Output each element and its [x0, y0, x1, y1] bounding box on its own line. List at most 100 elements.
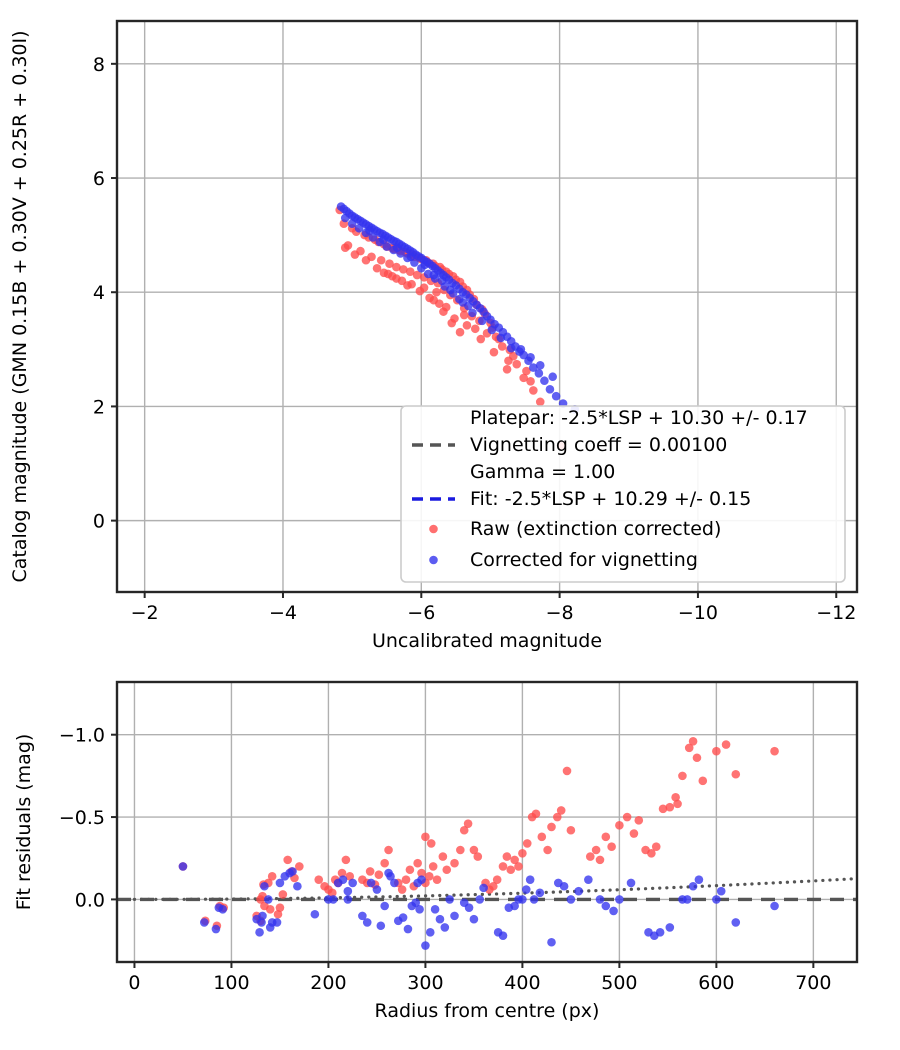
data-point: [694, 875, 704, 884]
data-point: [435, 914, 445, 924]
data-point: [469, 845, 479, 855]
legend-entry: Corrected for vignetting: [429, 549, 698, 571]
legend-corrected-dot-swatch: [429, 555, 438, 565]
data-point: [288, 867, 297, 876]
data-point: [413, 858, 422, 868]
data-point: [665, 923, 675, 932]
data-point: [455, 294, 464, 304]
data-point: [671, 792, 680, 802]
data-point: [731, 769, 741, 779]
y-tick-label: 2: [93, 396, 105, 418]
data-point: [386, 872, 395, 881]
data-point: [432, 875, 442, 884]
data-point: [658, 804, 668, 814]
data-point: [392, 262, 401, 272]
data-point: [502, 852, 512, 861]
data-point: [770, 901, 779, 911]
data-point: [272, 918, 282, 927]
data-point: [514, 862, 523, 871]
data-point: [445, 895, 454, 904]
data-point: [647, 848, 656, 858]
data-point: [506, 865, 516, 875]
data-point: [328, 888, 337, 898]
x-axis-label: Uncalibrated magnitude: [372, 630, 602, 652]
data-point: [412, 270, 422, 280]
data-point: [535, 361, 545, 370]
legend-label: Fit: -2.5*LSP + 10.29 +/- 0.15: [470, 488, 751, 510]
data-point: [446, 285, 455, 295]
data-point: [518, 848, 527, 858]
data-point: [429, 270, 439, 280]
data-point: [459, 310, 469, 320]
data-point: [626, 878, 636, 888]
data-point: [178, 862, 188, 871]
y-axis-label: Catalog magnitude (GMN 0.15B + 0.30V + 0…: [9, 30, 31, 582]
data-point: [267, 872, 277, 881]
data-point: [510, 855, 519, 865]
data-point: [348, 878, 357, 888]
data-point: [430, 904, 440, 914]
data-point: [545, 385, 555, 394]
data-point: [385, 259, 394, 268]
data-point: [429, 295, 439, 305]
data-point: [540, 376, 549, 386]
data-point: [378, 235, 388, 244]
data-point: [314, 875, 324, 884]
data-point: [585, 852, 595, 861]
data-point: [506, 343, 516, 353]
y-tick-label: 0.0: [75, 889, 105, 911]
data-point: [489, 347, 499, 357]
data-point: [421, 832, 430, 842]
data-point: [405, 865, 415, 875]
legend-label: Corrected for vignetting: [470, 549, 698, 571]
data-point: [468, 308, 477, 318]
data-point: [553, 812, 562, 822]
data-point: [392, 243, 402, 252]
data-point: [502, 365, 512, 374]
legend-raw-dot-swatch: [429, 524, 438, 534]
data-layer: [117, 736, 857, 950]
data-point: [548, 372, 557, 382]
data-point: [425, 928, 435, 937]
data-point: [476, 334, 486, 344]
data-point: [601, 901, 611, 911]
data-point: [504, 356, 513, 366]
data-point: [383, 269, 393, 279]
data-point: [712, 895, 721, 904]
axes-frame: [115, 680, 859, 964]
series-corrected-for-vignetting: [178, 862, 779, 950]
data-point: [731, 918, 741, 927]
data-point: [574, 886, 583, 896]
data-point: [372, 885, 382, 894]
data-point: [275, 878, 285, 888]
data-point: [218, 904, 228, 914]
data-point: [273, 909, 283, 919]
data-point: [320, 881, 329, 891]
legend-box: [400, 405, 846, 583]
x-tick-label: −6: [407, 602, 435, 624]
data-point: [258, 911, 267, 921]
y-tick-label: 4: [93, 282, 105, 304]
data-point: [372, 263, 382, 273]
data-point: [417, 868, 426, 878]
data-point: [522, 366, 531, 376]
data-point: [477, 316, 487, 326]
data-point: [380, 858, 389, 868]
data-point: [497, 342, 507, 351]
y-tick-label: 6: [93, 168, 105, 190]
data-point: [438, 852, 448, 861]
data-point: [629, 829, 639, 838]
data-point: [405, 267, 415, 276]
data-point: [380, 901, 389, 911]
vignetting-model-curve: [132, 877, 857, 902]
y-tick-label: 0: [93, 511, 105, 533]
data-point: [591, 845, 601, 855]
grid-lines: [117, 21, 857, 592]
x-tick-label: 400: [504, 972, 540, 994]
data-point: [338, 875, 348, 884]
data-point: [397, 885, 407, 894]
data-point: [340, 243, 350, 252]
data-point: [455, 327, 465, 337]
data-point: [584, 875, 593, 884]
x-tick-label: −10: [678, 602, 718, 624]
